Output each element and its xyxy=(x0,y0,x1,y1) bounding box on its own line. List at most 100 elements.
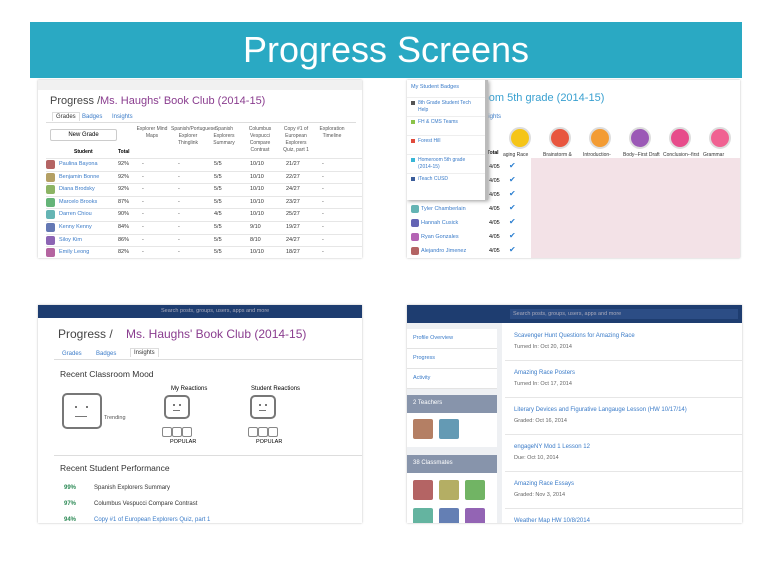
student-name[interactable]: Emily Leong xyxy=(59,249,90,256)
assignment-link[interactable]: Amazing Race Essays xyxy=(514,481,575,487)
sidebar-link[interactable]: Activity xyxy=(413,375,431,381)
grade-cell: 5/5 xyxy=(214,173,222,180)
column-header: Exploration Timeline xyxy=(319,126,345,139)
assignment-link[interactable]: engageNY Mod 1 Lesson 12 xyxy=(514,444,590,450)
row-rule xyxy=(46,183,362,185)
trending-label: Trending xyxy=(104,415,126,421)
grade-cell: 90% xyxy=(118,211,130,218)
eye xyxy=(172,403,175,406)
tab[interactable]: Insights xyxy=(112,114,133,120)
assignment[interactable]: Columbus Vespucci Compare Contrast xyxy=(94,501,198,507)
menu-item[interactable]: Forest Hill xyxy=(418,138,441,144)
tab[interactable]: Grades xyxy=(62,351,82,357)
check: ✔ xyxy=(509,203,516,212)
row-rule xyxy=(46,233,362,235)
score: 99% xyxy=(64,485,77,491)
tab[interactable]: Insights xyxy=(130,348,159,357)
tab[interactable]: Badges xyxy=(96,351,117,357)
assignment[interactable]: Copy #1 of European Explorers Quiz, part… xyxy=(94,517,211,523)
student-name[interactable]: Marcelo Brooks xyxy=(59,198,98,205)
student-name[interactable]: Benjamin Bonne xyxy=(59,173,100,180)
total-cell: 4/05 xyxy=(489,164,500,170)
mood-face xyxy=(250,395,276,419)
check: ✔ xyxy=(509,161,516,170)
new-grade-button[interactable]: New Grade xyxy=(50,129,117,141)
column-header: Copy #1 of European Explorers Quiz, part… xyxy=(283,126,309,153)
grade-cell: 10/10 xyxy=(250,161,264,167)
menu-item[interactable]: FH & CMS Teams xyxy=(418,119,458,125)
mood-face xyxy=(62,393,102,430)
assignment-link[interactable]: Literary Devices and Figurative Langauge… xyxy=(514,407,687,413)
menu-item[interactable]: iTeach CUSD xyxy=(418,176,449,182)
course-link[interactable]: Ms. Haughs' Book Club (2014-15) xyxy=(100,95,266,107)
sidebar-link[interactable]: Profile Overview xyxy=(413,335,454,341)
nav-bar xyxy=(38,305,362,318)
row-rule xyxy=(46,170,362,172)
avatar xyxy=(46,223,55,232)
sidebar-link[interactable]: Progress xyxy=(413,355,436,361)
menu-dot xyxy=(411,101,415,105)
student-name[interactable]: Darren Chiou xyxy=(59,211,92,218)
column-header: Spanish Explorers Summary xyxy=(213,126,235,146)
menu-item[interactable]: Homeroom 5th grade (2014-15) xyxy=(418,157,466,170)
grade-cell: - xyxy=(142,186,144,193)
column-header: Explorer Mind Maps xyxy=(136,126,168,139)
menu-dot xyxy=(411,158,415,162)
grade-cell: 5/5 xyxy=(214,161,222,167)
grade-cell: 84% xyxy=(118,224,130,230)
tab[interactable]: Badges xyxy=(82,114,103,120)
menu-item[interactable]: 8th Grade Student Tech Help xyxy=(418,100,471,113)
sidebar-item: Activity xyxy=(407,369,497,389)
grade-cell: - xyxy=(142,198,144,205)
student-name[interactable]: Hannah Cusick xyxy=(421,220,459,226)
student-name[interactable]: Tyler Chamberlain xyxy=(421,206,466,212)
tab[interactable]: Grades xyxy=(52,112,80,121)
badge-icon xyxy=(549,127,571,149)
small-face xyxy=(268,427,278,437)
grade-cell: - xyxy=(322,173,324,180)
column-header: Spanish/Portuguese Explorer Thinglink xyxy=(171,126,217,146)
assignment[interactable]: Spanish Explorers Summary xyxy=(94,485,171,491)
student-name[interactable]: Siloy Kim xyxy=(59,236,82,243)
avatar xyxy=(439,508,459,523)
section-heading: Recent Classroom Mood xyxy=(60,369,154,379)
grade-cell: - xyxy=(142,211,144,218)
column-header: Student xyxy=(74,149,93,155)
sidebar-item: Profile Overview xyxy=(407,329,497,349)
course-link[interactable]: Ms. Haughs' Book Club (2014-15) xyxy=(126,327,307,341)
assignment-link[interactable]: Weather Map HW 10/8/2014 xyxy=(514,518,590,523)
total-cell: 4/05 xyxy=(489,220,500,226)
check: ✔ xyxy=(509,231,516,240)
search-box[interactable]: Search posts, groups, users, apps and mo… xyxy=(510,309,738,319)
assignment-link[interactable]: Amazing Race Posters xyxy=(514,370,576,376)
grade-cell: - xyxy=(322,186,324,193)
grade-cell: - xyxy=(322,224,324,230)
section-bar: 38 Classmates xyxy=(407,455,497,473)
badge-icon xyxy=(669,127,691,149)
grade-cell: 21/27 xyxy=(286,161,300,167)
search-box[interactable]: Search posts, groups, users, apps and mo… xyxy=(161,308,270,314)
menu-rule xyxy=(407,173,485,174)
item-rule xyxy=(505,360,742,361)
grade-cell: 24/27 xyxy=(286,186,300,193)
student-name[interactable]: Kenny Kenny xyxy=(59,224,92,230)
total-cell: 4/05 xyxy=(489,178,500,184)
tab[interactable]: nsights xyxy=(482,114,502,120)
top-strip xyxy=(38,80,362,90)
score: 94% xyxy=(64,517,77,523)
student-name[interactable]: Diana Brodsky xyxy=(59,186,95,193)
grade-cell: 22/27 xyxy=(286,173,300,180)
assignment-link[interactable]: Scavenger Hunt Questions for Amazing Rac… xyxy=(514,333,635,339)
student-name[interactable]: Paulina Bayona xyxy=(59,161,98,167)
menu-header[interactable]: My Student Badges xyxy=(411,84,460,90)
section-label: 2 Teachers xyxy=(413,400,443,406)
student-name[interactable]: Alejandro Jimenez xyxy=(421,248,467,254)
student-name[interactable]: Ryan Gonzales xyxy=(421,234,459,240)
score: 97% xyxy=(64,501,77,507)
grade-cell: 4/5 xyxy=(214,211,222,218)
avatar xyxy=(46,172,55,182)
insights-screen: Search posts, groups, users, apps and mo… xyxy=(38,305,362,523)
grade-cell: 10/10 xyxy=(250,211,264,218)
small-face xyxy=(248,427,258,437)
assignment-meta: Due: Oct 10, 2014 xyxy=(514,455,559,461)
